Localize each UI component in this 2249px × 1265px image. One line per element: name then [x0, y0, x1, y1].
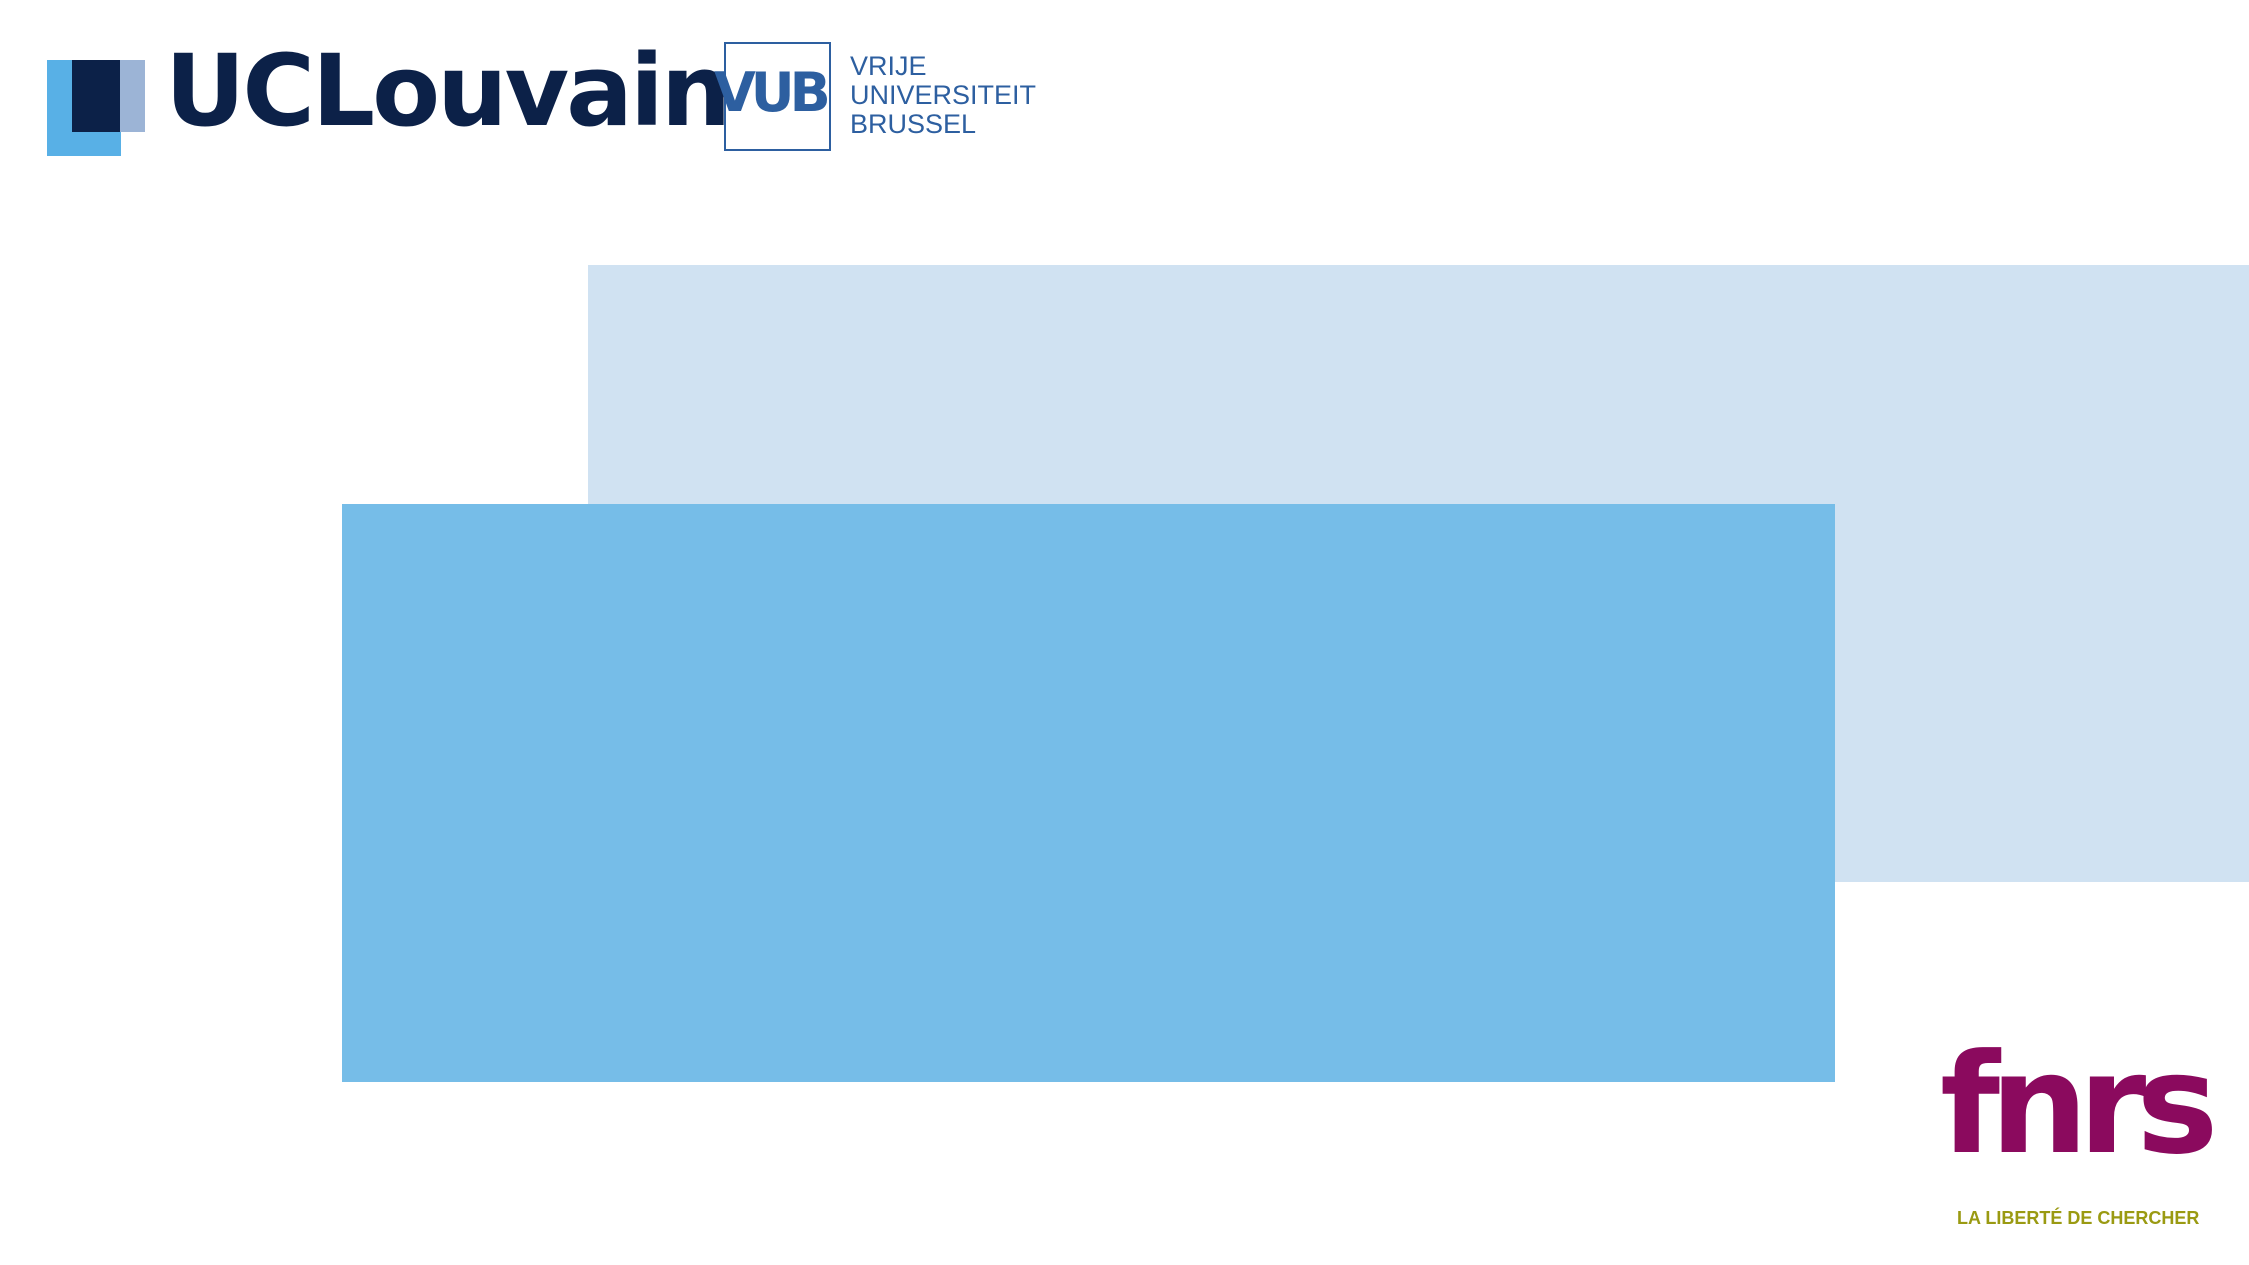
fnrs-tagline: LA LIBERTÉ DE CHERCHER: [1957, 1208, 2200, 1228]
vub-line-2: UNIVERSITEIT: [850, 80, 1037, 110]
uclouvain-square-dark: [72, 60, 120, 132]
background-rectangle-main: [342, 504, 1835, 1082]
vub-logo-frame: [724, 42, 831, 151]
uclouvain-wordmark: UCLouvain: [165, 34, 731, 149]
vub-line-3: BRUSSEL: [850, 109, 977, 139]
vub-line-1: VRIJE: [850, 51, 927, 81]
vub-logo-mark: VUB: [714, 61, 831, 124]
fnrs-wordmark: fnrs: [1940, 1024, 2219, 1185]
uclouvain-logo: UCLouvain: [47, 42, 731, 158]
vub-logo-text: VRIJE UNIVERSITEIT BRUSSEL: [850, 52, 1036, 139]
vub-logo: VUB VRIJE UNIVERSITEIT BRUSSEL: [714, 42, 1036, 154]
fnrs-logo: fnrs LA LIBERTÉ DE CHERCHER: [1940, 1036, 2219, 1233]
